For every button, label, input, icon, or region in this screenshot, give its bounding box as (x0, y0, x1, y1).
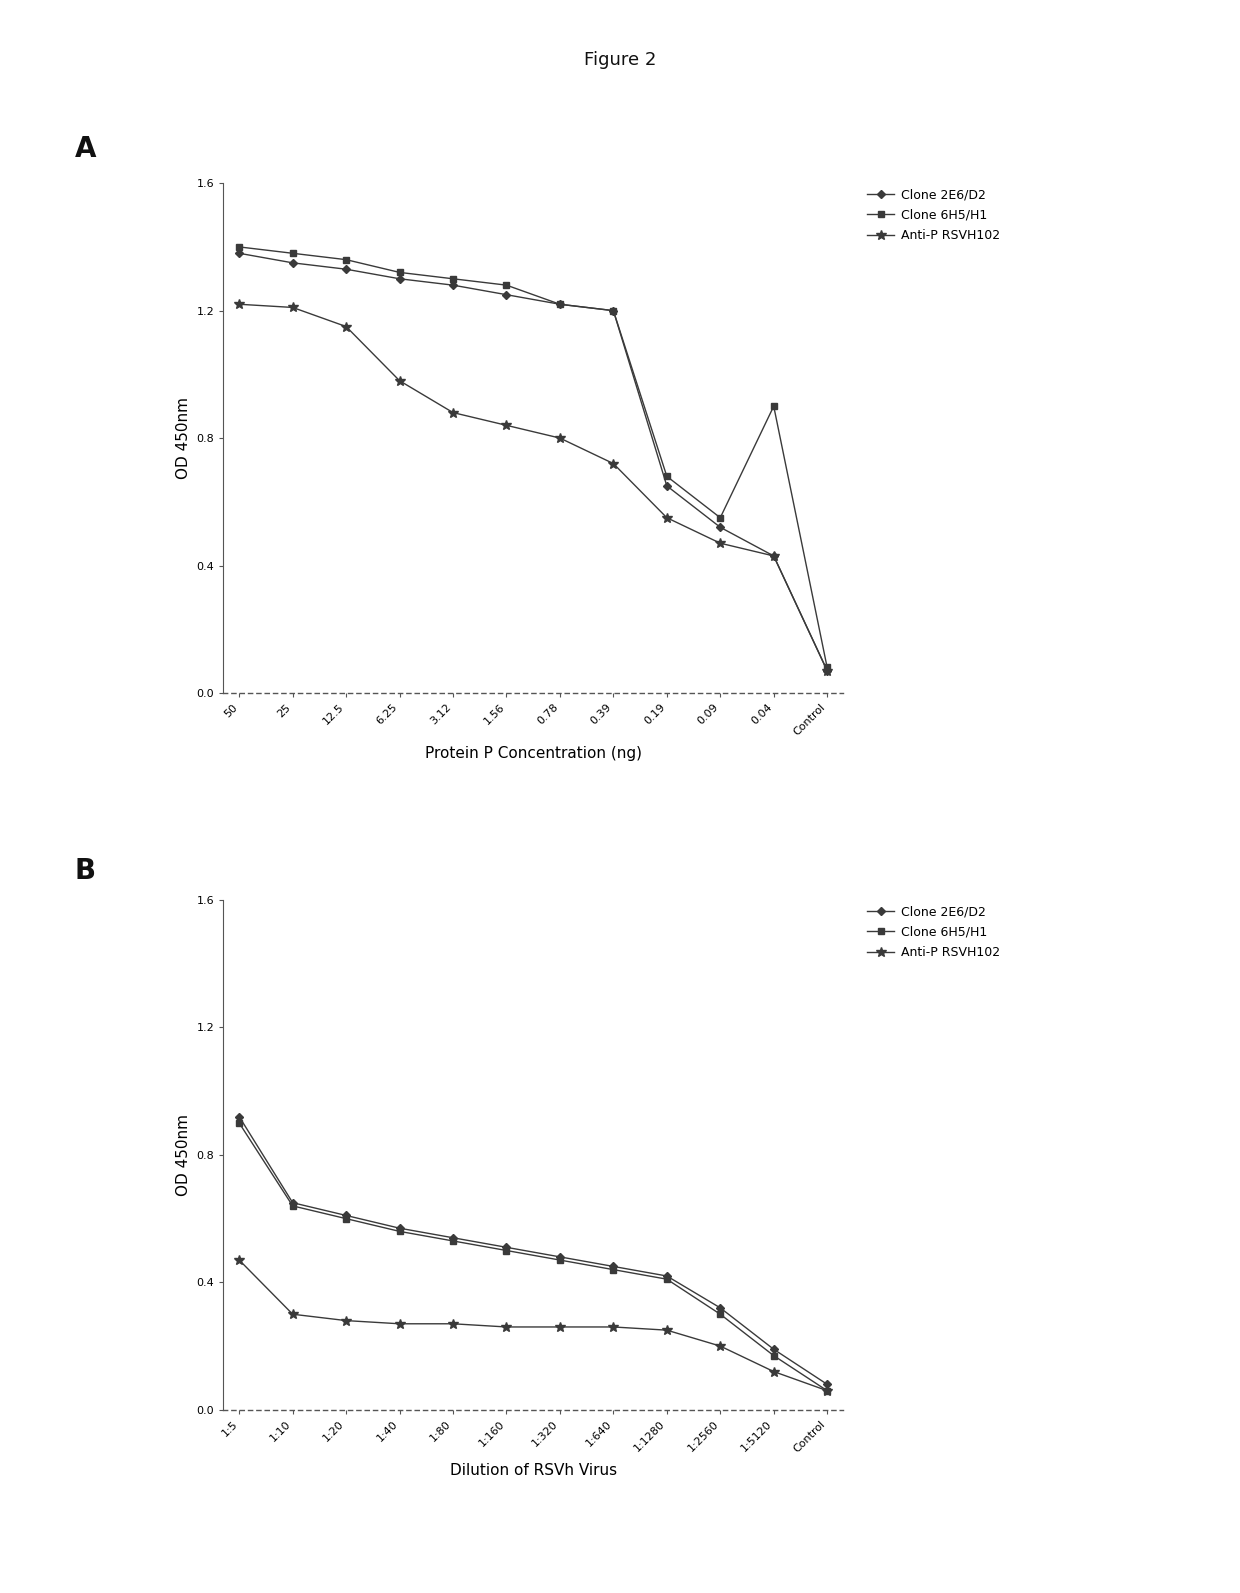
Text: B: B (74, 857, 95, 886)
Text: Figure 2: Figure 2 (584, 51, 656, 68)
X-axis label: Dilution of RSVh Virus: Dilution of RSVh Virus (450, 1462, 616, 1478)
X-axis label: Protein P Concentration (ng): Protein P Concentration (ng) (424, 746, 642, 761)
Legend: Clone 2E6/D2, Clone 6H5/H1, Anti-P RSVH102: Clone 2E6/D2, Clone 6H5/H1, Anti-P RSVH1… (862, 183, 1004, 247)
Y-axis label: OD 450nm: OD 450nm (176, 1114, 191, 1196)
Y-axis label: OD 450nm: OD 450nm (176, 397, 191, 479)
Text: A: A (74, 135, 95, 164)
Legend: Clone 2E6/D2, Clone 6H5/H1, Anti-P RSVH102: Clone 2E6/D2, Clone 6H5/H1, Anti-P RSVH1… (862, 900, 1004, 964)
